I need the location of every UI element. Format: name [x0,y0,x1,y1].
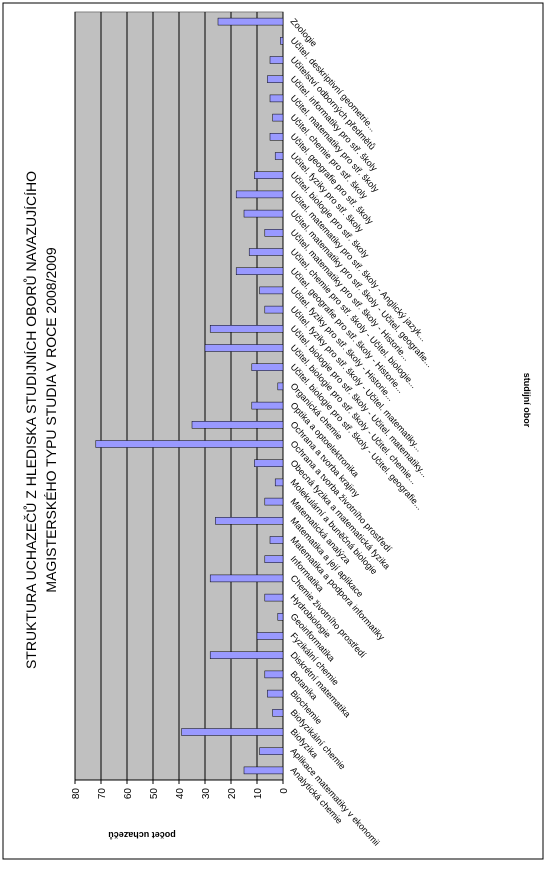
bar [191,421,284,429]
bar [235,190,284,199]
category-axis-title: studijní obor [522,373,532,428]
bar [217,17,284,26]
bar [277,382,284,391]
x-tick-label: 60 [123,788,134,800]
bar [95,440,284,448]
bar [264,593,284,602]
bar [269,133,284,141]
bar [259,286,284,295]
bar [209,574,284,583]
bar [256,632,284,640]
bar [251,401,284,410]
bar [269,56,284,64]
bar [259,747,284,755]
bar [274,152,284,160]
bar [280,37,284,45]
bar [209,651,284,659]
bar [269,94,284,103]
bar [264,670,284,679]
bar [274,478,284,487]
bar [264,497,284,506]
bar [272,709,284,717]
chart-title: STRUKTURA UCHAZEČŮ Z HLEDISKA STUDIJNÍCH… [22,171,39,669]
bar [235,267,284,275]
x-tick-label: 30 [201,788,212,800]
bar [254,171,284,179]
x-tick-label: 50 [149,788,160,800]
bar [243,209,284,218]
bar [264,305,284,314]
bar [277,613,284,621]
bar [251,363,284,371]
bar [272,113,284,122]
bar [243,766,284,775]
x-tick-label: 20 [227,788,238,800]
x-tick-label: 70 [97,788,108,800]
bar [204,344,284,352]
x-tick-label: 0 [279,788,290,794]
bar [254,459,284,467]
chart-title: MAGISTERSKÉHO TYPU STUDIA V ROCE 2008/20… [43,247,59,592]
bar [209,325,284,333]
x-tick-label: 80 [71,788,82,800]
bar [267,75,284,83]
bar [181,728,284,736]
bar [267,689,284,698]
bar [264,229,284,237]
bar [264,555,284,563]
bar [215,517,284,525]
x-tick-label: 10 [253,788,264,800]
bar [269,536,284,544]
bar [248,248,284,256]
value-axis-title: počet uchazečů [108,830,176,840]
x-tick-label: 40 [175,788,186,800]
